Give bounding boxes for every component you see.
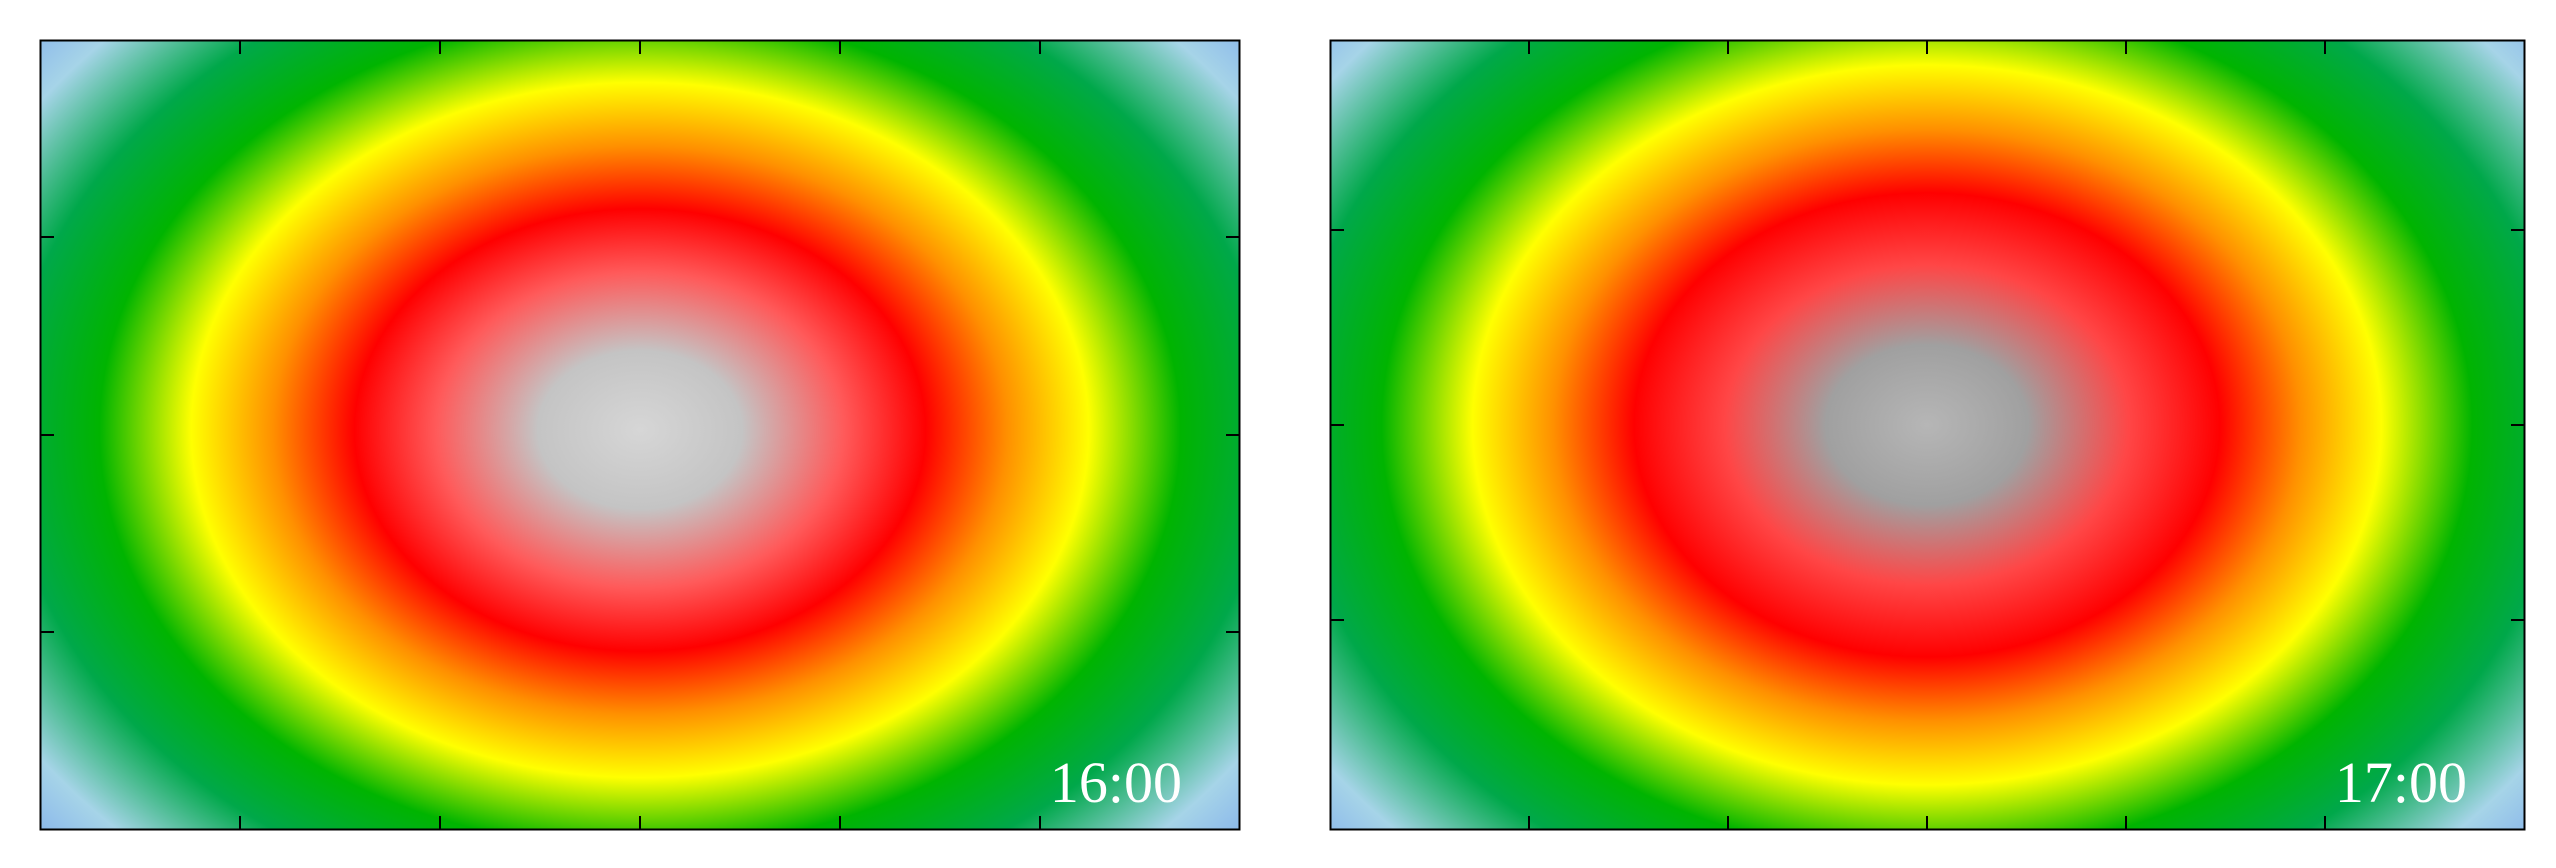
heatmap-surface xyxy=(40,40,1240,830)
time-label: 17:00 xyxy=(2334,750,2467,815)
time-label: 16:00 xyxy=(1049,750,1182,815)
heatmap-frame xyxy=(1329,39,2526,831)
heatmap-frame xyxy=(39,39,1241,831)
plot-border xyxy=(39,39,1241,831)
heatmap-panel-1700: 17:00 xyxy=(1329,39,2526,831)
plot-border xyxy=(1329,39,2526,831)
heatmap-panel-1600: 16:00 xyxy=(39,39,1241,831)
heatmap-surface xyxy=(1330,40,2525,830)
